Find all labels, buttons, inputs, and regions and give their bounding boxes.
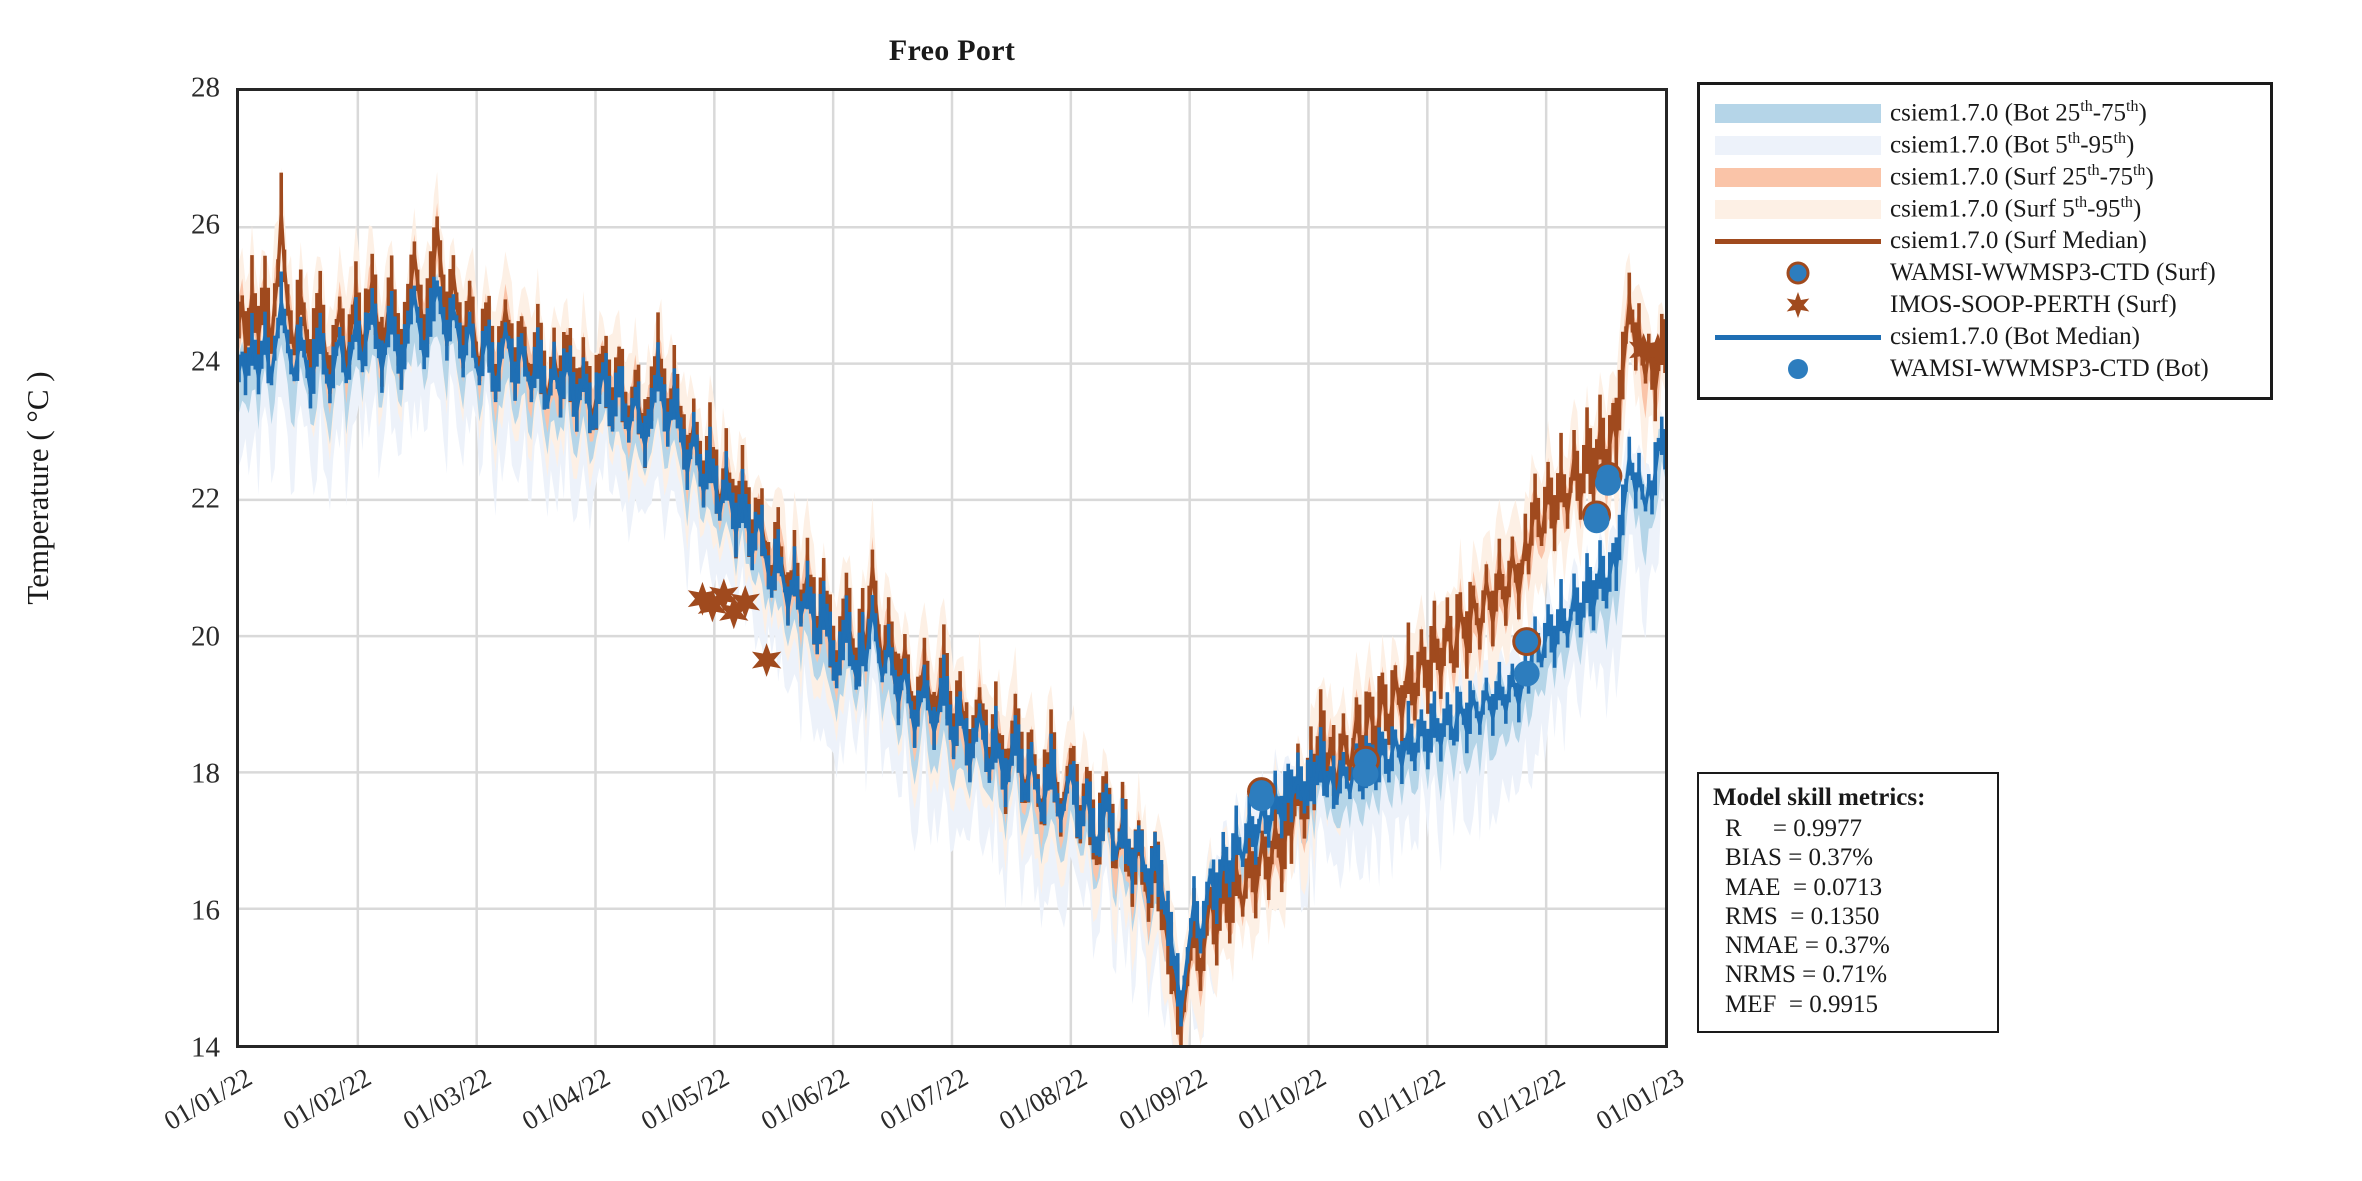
legend-item-5: WAMSI-WWMSP3-CTD (Surf) <box>1712 257 2256 289</box>
legend-key-marker <box>1712 353 1884 385</box>
legend-line-swatch <box>1715 238 1881 244</box>
marker-star <box>697 588 728 623</box>
metric-row-6: MEF = 0.9915 <box>1725 990 1879 1018</box>
bot-median-series <box>239 271 1665 1027</box>
y-tick-22: 22 <box>191 482 220 515</box>
marker-star <box>709 578 739 613</box>
legend-band-swatch <box>1715 103 1881 123</box>
marker-circle <box>1595 469 1621 496</box>
metrics-title: Model skill metrics: <box>1713 784 1926 811</box>
plot-area <box>236 88 1668 1048</box>
metric-row-5: NRMS = 0.71% <box>1725 961 1888 989</box>
legend-item-7: csiem1.7.0 (Bot Median) <box>1712 321 2256 353</box>
marker-star <box>730 585 760 619</box>
chart-canvas <box>239 91 1665 1045</box>
legend-item-label: csiem1.7.0 (Surf 5th-95th) <box>1890 194 2142 223</box>
observation-markers <box>687 333 1665 812</box>
metrics-rows: R = 0.9977 BIAS = 0.37% MAE = 0.0713 RMS = … <box>1713 814 1985 1019</box>
legend-item-label: csiem1.7.0 (Bot 5th-95th) <box>1890 130 2135 159</box>
legend-key-band <box>1712 97 1884 129</box>
legend-band-swatch <box>1715 167 1881 187</box>
legend-item-label: WAMSI-WWMSP3-CTD (Bot) <box>1890 355 2209 382</box>
marker-circle <box>1248 785 1275 812</box>
marker-circle <box>1352 760 1379 787</box>
y-tick-16: 16 <box>191 894 220 927</box>
legend-key-band <box>1712 193 1884 225</box>
legend-circle-icon <box>1788 359 1808 379</box>
marker-circle <box>1583 507 1610 534</box>
page-title: Freo Port <box>888 34 1016 67</box>
metric-row-4: NMAE = 0.37% <box>1725 932 1890 959</box>
marker-star <box>751 643 782 677</box>
legend-item-4: csiem1.7.0 (Surf Median) <box>1712 225 2256 257</box>
legend-band-swatch <box>1715 135 1881 155</box>
y-tick-26: 26 <box>191 208 220 241</box>
legend-item-label: WAMSI-WWMSP3-CTD (Surf) <box>1890 259 2216 286</box>
metric-row-0: R = 0.9977 <box>1725 815 1863 842</box>
legend-key-band <box>1712 129 1884 161</box>
legend-item-0: csiem1.7.0 (Bot 25th-75th) <box>1712 97 2256 129</box>
legend-item-label: IMOS-SOOP-PERTH (Surf) <box>1890 291 2177 318</box>
metric-row-2: MAE = 0.0713 <box>1725 873 1883 901</box>
legend-key-marker <box>1712 289 1884 321</box>
y-axis-tick-labels: 28 26 24 22 20 18 16 14 <box>140 0 220 1181</box>
legend-key-line <box>1712 321 1884 353</box>
legend-band-swatch <box>1715 199 1881 219</box>
chart-legend: csiem1.7.0 (Bot 25th-75th) csiem1.7.0 (Bo… <box>1697 82 2273 400</box>
marker-circle <box>1513 660 1540 687</box>
y-tick-24: 24 <box>191 345 220 378</box>
metric-row-1: BIAS = 0.37% <box>1725 844 1874 872</box>
legend-item-label: csiem1.7.0 (Surf 25th-75th) <box>1890 162 2154 191</box>
marker-star <box>1628 333 1659 367</box>
legend-star-icon <box>1786 292 1810 318</box>
legend-item-3: csiem1.7.0 (Surf 5th-95th) <box>1712 193 2256 225</box>
legend-key-marker <box>1712 257 1884 289</box>
legend-item-label: csiem1.7.0 (Bot 25th-75th) <box>1890 98 2147 127</box>
legend-item-1: csiem1.7.0 (Bot 5th-95th) <box>1712 129 2256 161</box>
legend-item-label: csiem1.7.0 (Surf Median) <box>1890 227 2147 254</box>
marker-star <box>1643 333 1665 367</box>
y-tick-18: 18 <box>191 757 220 790</box>
legend-item-label: csiem1.7.0 (Bot Median) <box>1890 323 2140 350</box>
y-tick-14: 14 <box>191 1031 220 1064</box>
legend-line-swatch <box>1715 334 1881 340</box>
y-tick-28: 28 <box>191 71 220 104</box>
legend-item-8: WAMSI-WWMSP3-CTD (Bot) <box>1712 353 2256 385</box>
model-skill-metrics-box: Model skill metrics: R = 0.9977 BIAS = 0.… <box>1697 772 1999 1033</box>
legend-item-2: csiem1.7.0 (Surf 25th-75th) <box>1712 161 2256 193</box>
legend-key-band <box>1712 161 1884 193</box>
metric-row-3: RMS = 0.1350 <box>1725 902 1880 930</box>
legend-item-6: IMOS-SOOP-PERTH (Surf) <box>1712 289 2256 321</box>
legend-key-line <box>1712 225 1884 257</box>
legend-circle-icon <box>1786 261 1810 285</box>
marker-circle <box>1512 627 1542 657</box>
marker-star <box>719 595 749 630</box>
y-tick-20: 20 <box>191 620 220 653</box>
